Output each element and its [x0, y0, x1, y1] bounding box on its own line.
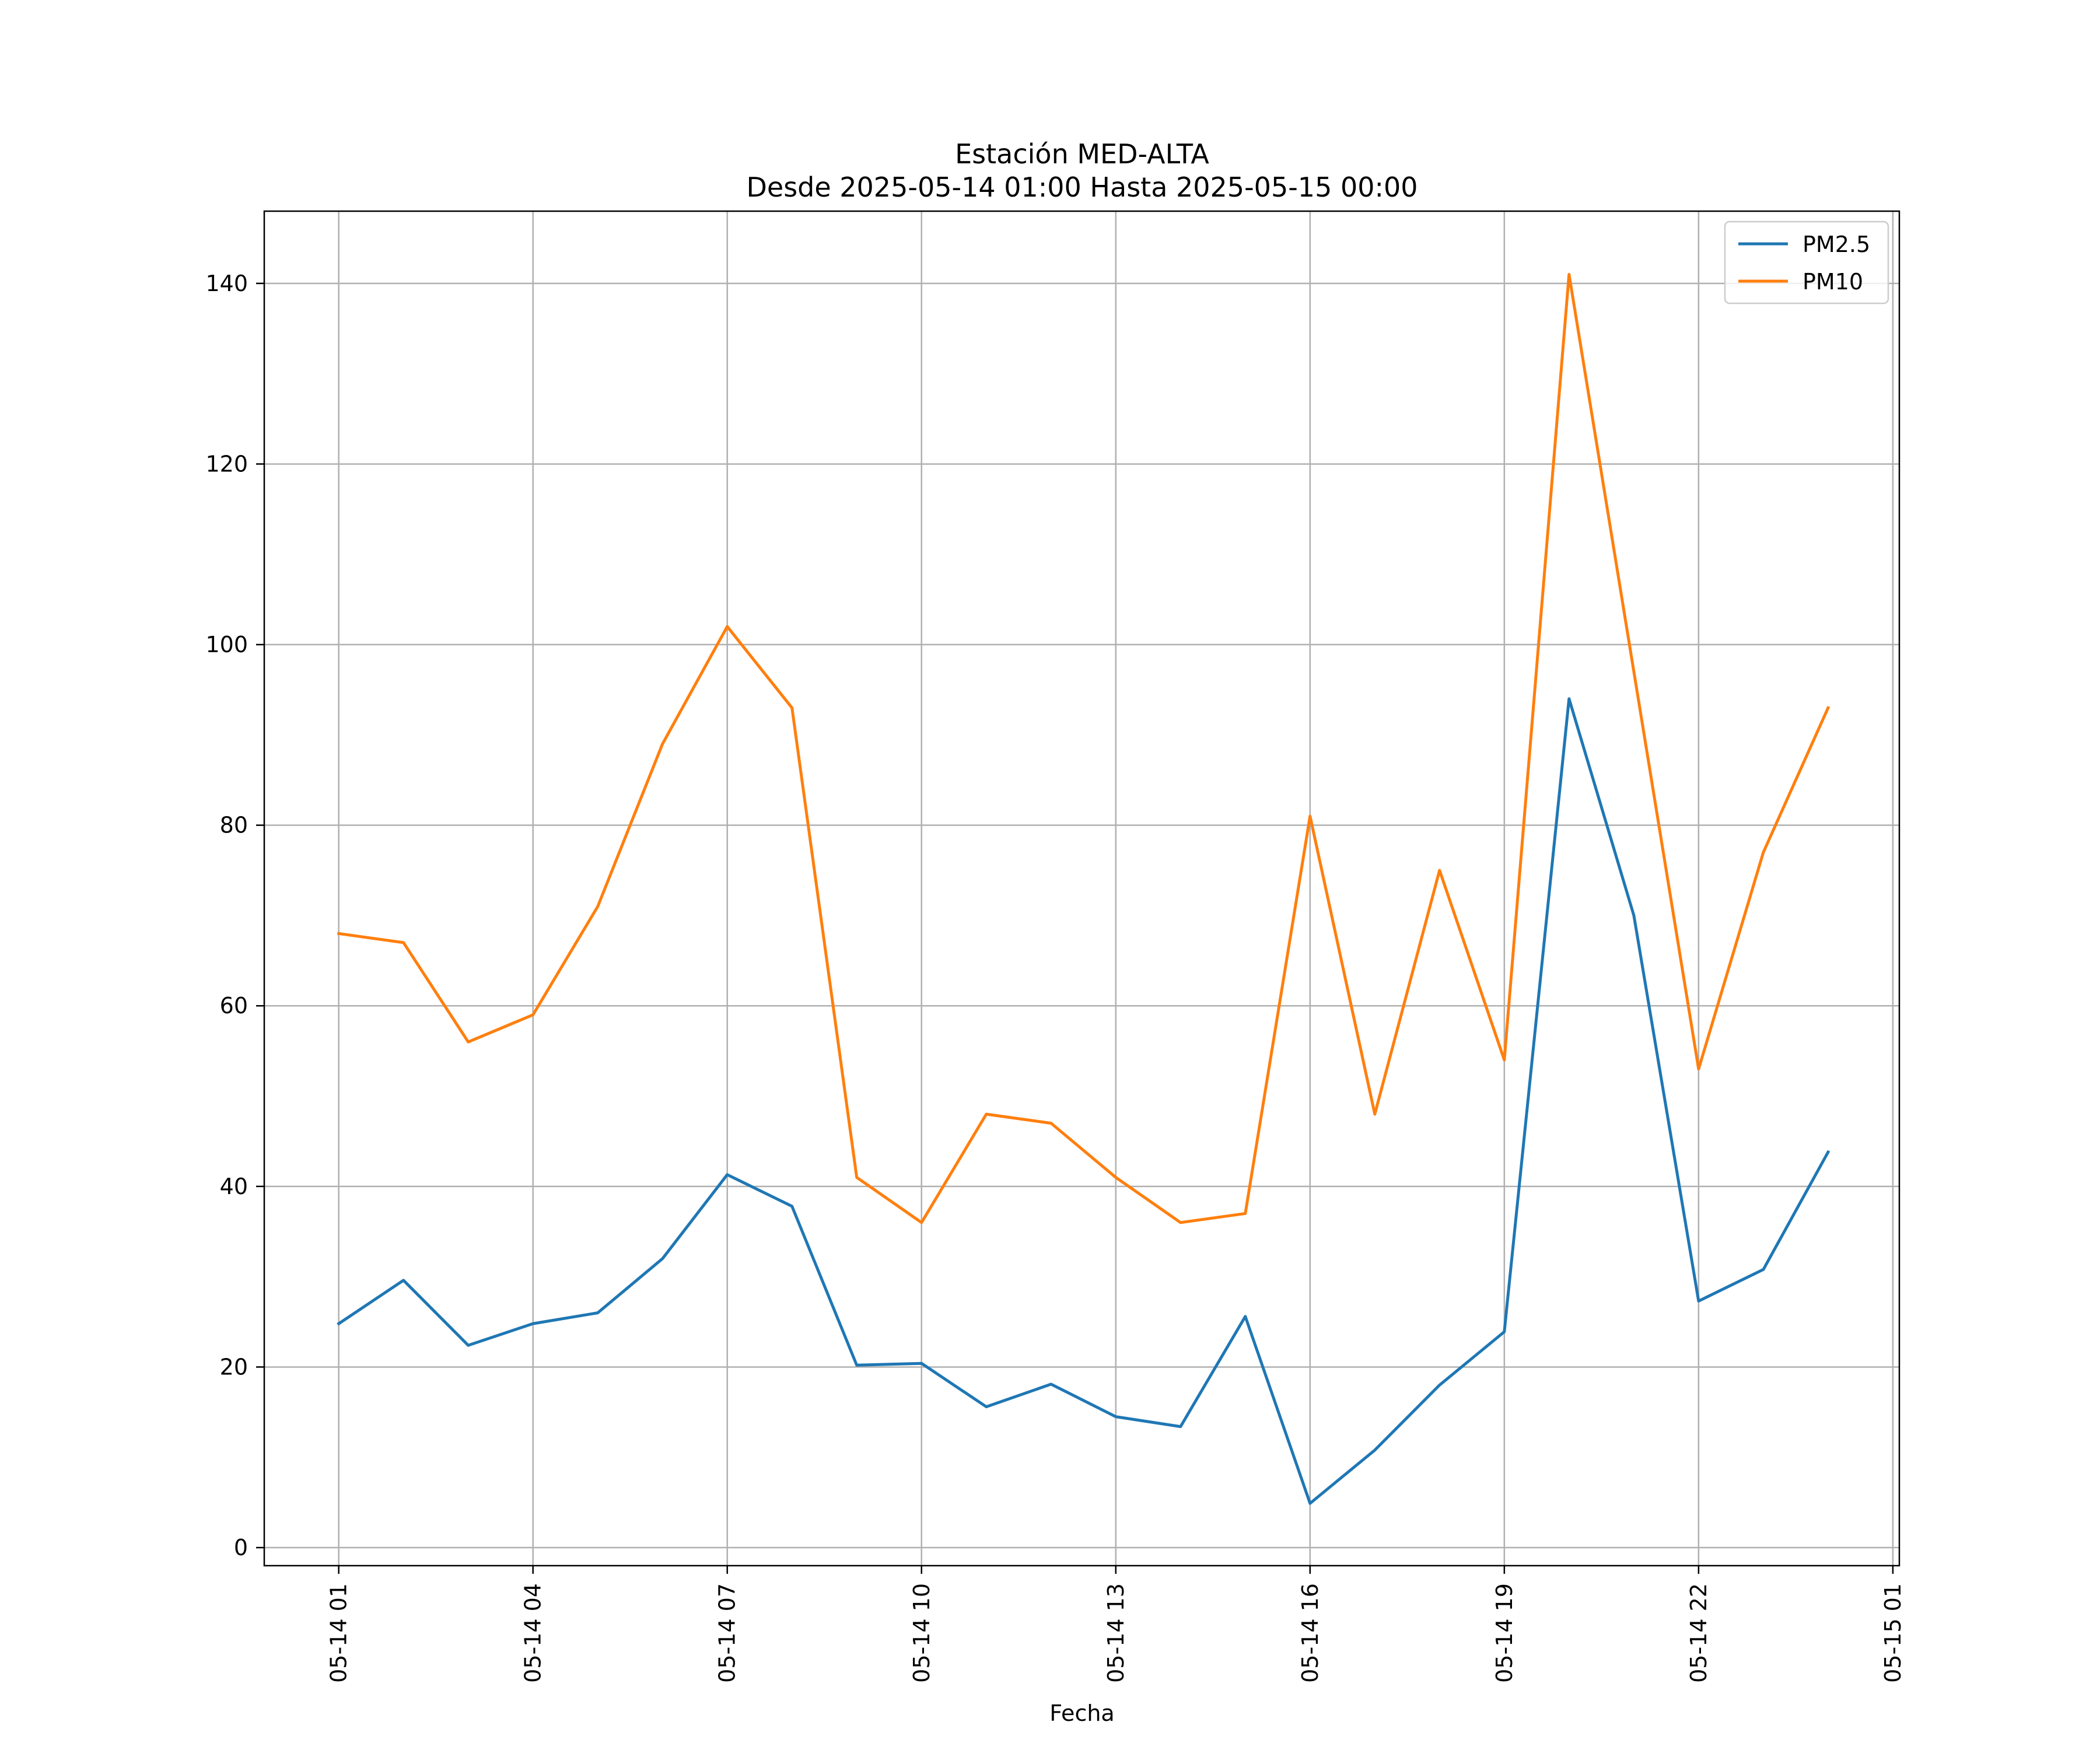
x-tick-label: 05-14 13 [1103, 1583, 1129, 1683]
x-axis-label: Fecha [1049, 1700, 1114, 1726]
legend-label-pm10: PM10 [1803, 269, 1863, 295]
plot-series [337, 272, 1831, 1505]
y-tick-label: 120 [205, 451, 248, 477]
x-tick-label: 05-15 01 [1880, 1583, 1906, 1683]
y-tick-label: 20 [220, 1354, 248, 1380]
series-line-pm25 [337, 697, 1831, 1505]
chart-title: Estación MED-ALTA [955, 138, 1209, 170]
x-tick-label: 05-14 22 [1686, 1583, 1712, 1683]
x-tick-label: 05-14 19 [1492, 1583, 1517, 1683]
legend: PM2.5 PM10 [1724, 220, 1889, 304]
x-tick-label: 05-14 04 [520, 1583, 546, 1683]
y-tick-label: 140 [205, 271, 248, 296]
y-tick-label: 60 [220, 993, 248, 1019]
legend-box [1724, 220, 1889, 304]
plot-frame [263, 210, 1901, 1567]
legend-label-pm25: PM2.5 [1803, 232, 1870, 257]
y-tick-label: 80 [220, 813, 248, 838]
x-tick-label: 05-14 10 [909, 1583, 935, 1683]
x-tick-label: 05-14 01 [326, 1583, 352, 1683]
y-tick-label: 100 [205, 632, 248, 657]
y-axis: 0 20 40 60 80 100 120 140 [205, 271, 264, 1560]
grid-lines [264, 211, 1899, 1566]
series-line-pm10 [337, 272, 1831, 1224]
chart-subtitle: Desde 2025-05-14 01:00 Hasta 2025-05-15 … [746, 172, 1418, 203]
y-tick-label: 0 [234, 1535, 248, 1560]
x-tick-label: 05-14 16 [1297, 1583, 1323, 1683]
x-axis: 05-14 01 05-14 04 05-14 07 05-14 10 05-14 13… [326, 1566, 1906, 1683]
x-tick-label: 05-14 07 [715, 1583, 740, 1683]
y-tick-label: 40 [220, 1174, 248, 1199]
